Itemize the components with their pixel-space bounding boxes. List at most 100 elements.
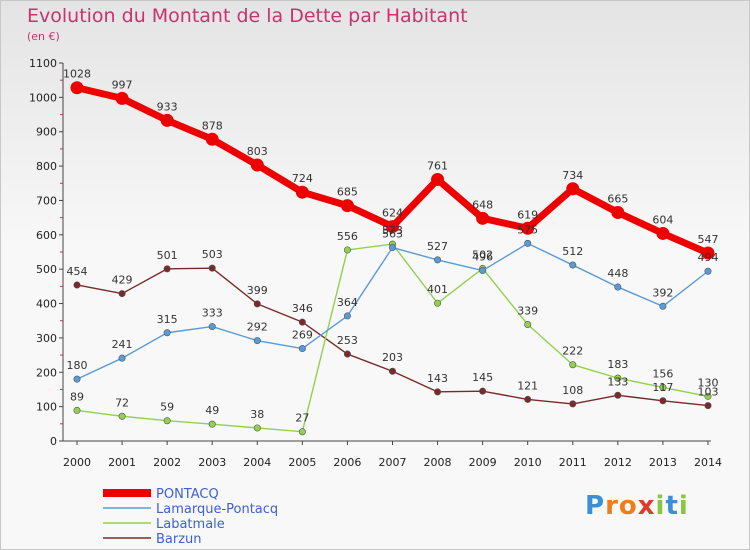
x-tick-label: 2011 [559,456,587,469]
x-tick-label: 2000 [63,456,91,469]
data-label: 27 [295,412,309,425]
data-label: 392 [652,286,673,299]
proxiti-logo[interactable]: Proxiti [585,491,689,521]
data-point-Lamarque-Pontacq [388,244,396,252]
legend-label: Barzun [156,532,202,547]
logo-letter: P [585,491,606,521]
data-point-Labatmale [704,392,712,400]
x-tick-label: 2003 [198,456,226,469]
data-label: 103 [697,386,718,399]
data-point-Barzun [208,264,216,272]
x-tick-label: 2014 [694,456,722,469]
x-tick-label: 2008 [424,456,452,469]
data-point-Barzun [298,318,306,326]
data-point-Barzun [73,281,81,289]
data-label: 448 [607,267,628,280]
x-tick-label: 2002 [153,456,181,469]
data-point-PONTACQ [431,172,445,186]
data-label: 573 [382,224,403,237]
data-label: 997 [112,78,133,91]
data-label: 292 [247,321,268,334]
data-label: 527 [427,240,448,253]
data-point-Barzun [659,397,667,405]
logo-letter: o [618,491,638,521]
data-label: 502 [472,248,493,261]
data-label: 72 [115,396,129,409]
y-tick-label: 1000 [29,91,57,104]
data-label: 364 [337,296,358,309]
data-label: 156 [652,367,673,380]
data-label: 315 [157,313,178,326]
data-point-Labatmale [569,361,577,369]
data-label: 133 [607,375,628,388]
data-label: 339 [517,305,538,318]
data-point-PONTACQ [656,226,670,240]
data-label: 933 [157,100,178,113]
data-point-Labatmale [434,299,442,307]
data-label: 575 [517,223,538,236]
data-label: 547 [697,233,718,246]
data-point-Labatmale [253,424,261,432]
data-point-Lamarque-Pontacq [208,323,216,331]
x-tick-label: 2013 [649,456,677,469]
data-label: 503 [202,248,223,261]
data-point-Barzun [343,350,351,358]
data-label: 59 [160,401,174,414]
data-point-Barzun [614,391,622,399]
data-label: 878 [202,119,223,132]
data-label: 501 [157,249,178,262]
data-label: 401 [427,283,448,296]
data-label: 685 [337,186,358,199]
data-label: 203 [382,351,403,364]
data-label: 269 [292,329,313,342]
legend-label: Labatmale [156,517,225,532]
data-label: 145 [472,371,493,384]
y-tick-label: 700 [36,194,57,207]
data-label: 117 [652,381,673,394]
data-label: 556 [337,230,358,243]
data-point-Lamarque-Pontacq [614,283,622,291]
y-tick-label: 200 [36,366,57,379]
data-label: 49 [205,404,219,417]
data-point-PONTACQ [521,221,535,235]
x-tick-label: 2005 [288,456,316,469]
x-tick-label: 2007 [378,456,406,469]
data-point-PONTACQ [566,182,580,196]
data-label: 761 [427,159,448,172]
data-point-Labatmale [614,374,622,382]
data-point-Lamarque-Pontacq [253,337,261,345]
y-tick-label: 0 [50,435,57,448]
y-tick-label: 500 [36,263,57,276]
data-point-Lamarque-Pontacq [524,239,532,247]
data-label: 333 [202,307,223,320]
data-point-PONTACQ [340,199,354,213]
logo-letter: r [605,491,619,521]
data-label: 143 [427,372,448,385]
data-point-Lamarque-Pontacq [704,267,712,275]
data-label: 724 [292,172,313,185]
data-point-Labatmale [73,406,81,414]
data-point-PONTACQ [205,132,219,146]
data-label: 648 [472,198,493,211]
data-label: 619 [517,208,538,221]
chart-title: Evolution du Montant de la Dette par Hab… [27,5,468,27]
data-label: 253 [337,334,358,347]
data-point-Labatmale [659,383,667,391]
data-label: 429 [112,274,133,287]
data-label: 399 [247,284,268,297]
data-point-PONTACQ [476,211,490,225]
data-label: 346 [292,302,313,315]
data-label: 454 [67,265,88,278]
y-tick-label: 600 [36,229,57,242]
logo-letter: i [655,491,666,521]
data-point-Lamarque-Pontacq [163,329,171,337]
y-tick-label: 1100 [29,57,57,70]
logo-letter: i [678,491,689,521]
data-point-Lamarque-Pontacq [73,375,81,383]
data-point-Barzun [434,388,442,396]
data-point-Lamarque-Pontacq [434,256,442,264]
data-point-PONTACQ [611,205,625,219]
data-label: 563 [382,228,403,241]
data-point-Barzun [388,367,396,375]
